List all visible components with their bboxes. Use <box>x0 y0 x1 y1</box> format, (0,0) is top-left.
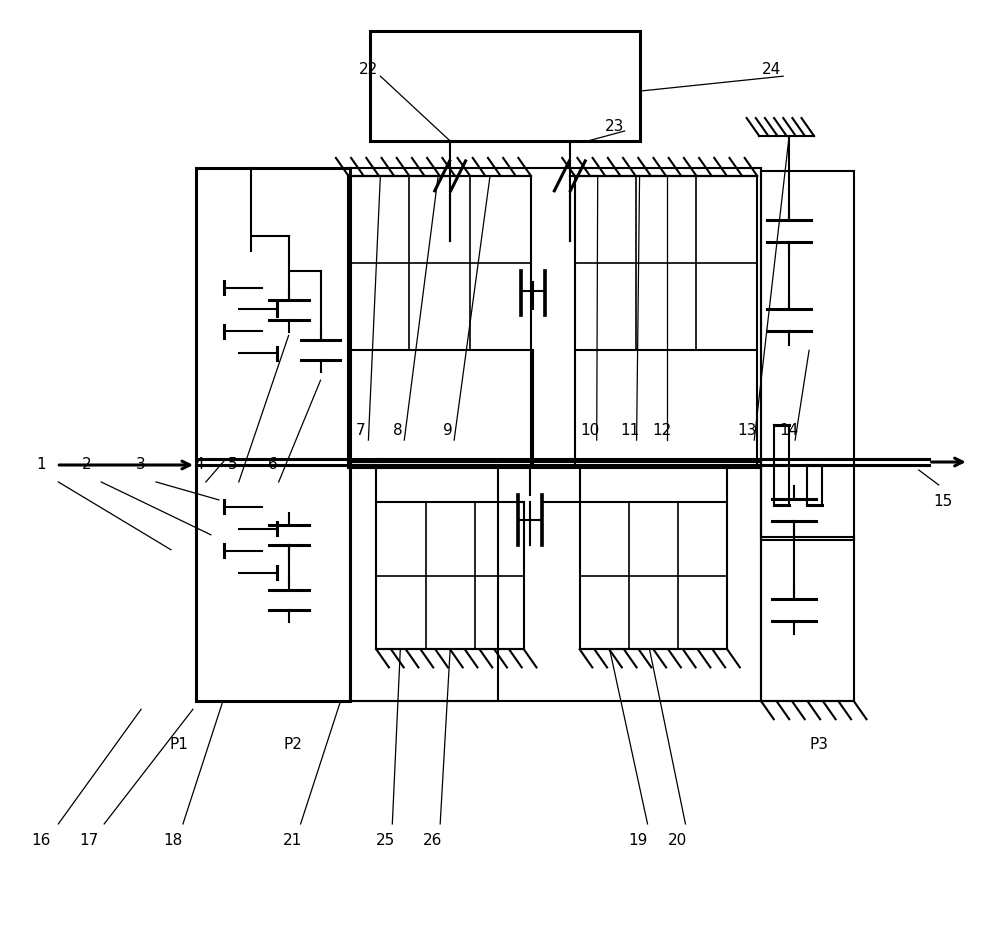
Bar <box>575 176 757 351</box>
Bar <box>350 465 498 701</box>
Text: 4: 4 <box>194 458 204 472</box>
Text: 19: 19 <box>628 833 647 848</box>
Bar <box>370 32 640 141</box>
Text: 21: 21 <box>283 833 302 848</box>
Text: 20: 20 <box>668 833 687 848</box>
Text: 10: 10 <box>580 422 599 438</box>
Text: P2: P2 <box>283 737 302 751</box>
Text: 6: 6 <box>268 458 278 472</box>
Text: 22: 22 <box>359 61 378 76</box>
Text: 26: 26 <box>423 833 442 848</box>
Text: 16: 16 <box>32 833 51 848</box>
Text: 3: 3 <box>136 458 146 472</box>
Bar <box>376 502 524 649</box>
Text: 9: 9 <box>443 422 453 438</box>
Text: 5: 5 <box>228 458 238 472</box>
Text: 2: 2 <box>81 458 91 472</box>
Text: 17: 17 <box>80 833 99 848</box>
Bar <box>348 176 531 351</box>
Bar <box>761 537 854 701</box>
Text: 15: 15 <box>933 495 952 510</box>
Text: 8: 8 <box>393 422 403 438</box>
Text: 18: 18 <box>163 833 183 848</box>
Text: 1: 1 <box>37 458 46 472</box>
Text: P3: P3 <box>810 737 829 751</box>
Text: 7: 7 <box>356 422 365 438</box>
Text: 14: 14 <box>780 422 799 438</box>
Text: 11: 11 <box>620 422 639 438</box>
Text: 23: 23 <box>605 118 624 134</box>
Text: 13: 13 <box>738 422 757 438</box>
Bar <box>196 168 350 701</box>
Bar <box>761 171 854 539</box>
Text: 12: 12 <box>652 422 671 438</box>
Text: P1: P1 <box>170 737 188 751</box>
Bar <box>580 502 727 649</box>
Text: 25: 25 <box>376 833 395 848</box>
Text: 24: 24 <box>762 61 781 76</box>
